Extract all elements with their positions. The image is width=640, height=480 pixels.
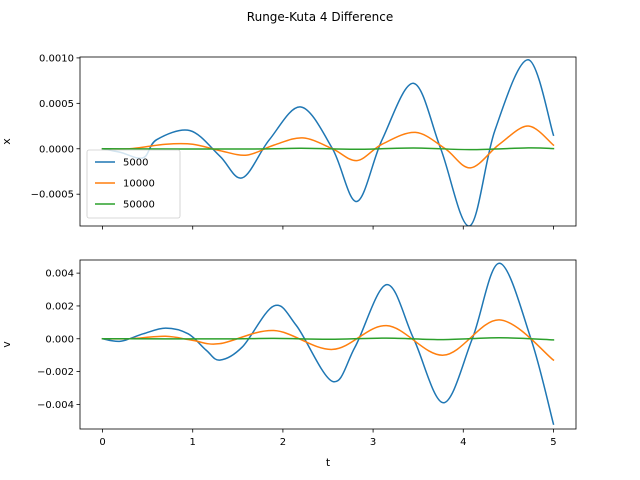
panel-x: −0.0005 0.0000 0.0005 0.0010 x 5000 10000 50000 [0, 53, 577, 230]
x-axis-label: t [326, 456, 331, 469]
y-tick-label: −0.0005 [31, 190, 74, 201]
y-tick-label: −0.004 [37, 400, 74, 411]
y-axis-label: x [0, 138, 13, 145]
axes-frame [79, 56, 577, 227]
legend: 5000 10000 50000 [86, 149, 181, 219]
y-tick-label: −0.002 [37, 367, 74, 378]
series-line-50000 [101, 147, 555, 151]
series-line-50000 [101, 337, 555, 341]
series-line-5000 [101, 58, 555, 226]
series-group [101, 58, 555, 226]
x-tick-label: 3 [370, 437, 376, 448]
legend-box [86, 149, 181, 219]
x-tick-label: 2 [280, 437, 286, 448]
x-tick-label: 0 [99, 437, 105, 448]
x-tick-label: 5 [550, 437, 556, 448]
legend-label-5000: 5000 [123, 158, 148, 169]
series-line-5000 [101, 262, 555, 425]
series-group [101, 262, 555, 425]
x-tick-label: 1 [190, 437, 196, 448]
y-tick-label: 0.004 [45, 269, 74, 280]
y-tick-label: 0.002 [45, 301, 74, 312]
legend-label-50000: 50000 [123, 200, 155, 211]
axes-frame [79, 259, 577, 430]
y-tick-label: 0.0010 [39, 53, 74, 64]
x-tick-label: 4 [460, 437, 466, 448]
y-tick-label: 0.000 [45, 334, 74, 345]
series-line-10000 [101, 319, 555, 362]
y-tick-label: 0.0000 [39, 144, 74, 155]
y-axis-label: v [0, 341, 13, 348]
legend-label-10000: 10000 [123, 179, 155, 190]
y-tick-label: 0.0005 [39, 99, 74, 110]
chart-title: Runge-Kuta 4 Difference [247, 10, 393, 24]
panel-v: −0.004 −0.002 0.000 0.002 0.004 0 1 2 3 4 5 v t [0, 259, 577, 469]
